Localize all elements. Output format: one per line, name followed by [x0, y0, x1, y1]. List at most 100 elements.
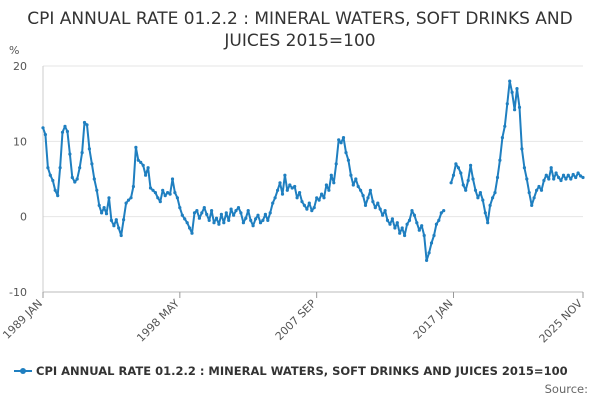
data-point[interactable] [554, 171, 558, 175]
data-point[interactable] [312, 206, 316, 210]
data-point[interactable] [522, 166, 527, 170]
data-point[interactable] [205, 212, 209, 216]
data-point[interactable] [268, 211, 272, 215]
data-point[interactable] [58, 166, 62, 170]
data-point[interactable] [351, 183, 355, 187]
data-point[interactable] [520, 147, 524, 151]
data-point[interactable] [549, 166, 553, 170]
data-point[interactable] [271, 201, 275, 205]
data-point[interactable] [56, 194, 60, 198]
data-point[interactable] [327, 188, 331, 192]
data-point[interactable] [564, 177, 568, 181]
data-point[interactable] [65, 129, 69, 134]
data-point[interactable] [87, 147, 91, 151]
data-point[interactable] [310, 209, 314, 213]
data-point[interactable] [434, 222, 438, 226]
data-point[interactable] [412, 213, 416, 217]
data-point[interactable] [542, 178, 546, 183]
data-point[interactable] [102, 206, 106, 210]
data-point[interactable] [393, 226, 397, 230]
data-point[interactable] [200, 211, 204, 215]
data-point[interactable] [439, 211, 443, 215]
data-point[interactable] [234, 209, 238, 213]
data-point[interactable] [163, 194, 167, 198]
data-point[interactable] [141, 163, 145, 167]
data-point[interactable] [532, 196, 536, 200]
data-point[interactable] [139, 160, 143, 164]
data-point[interactable] [324, 183, 328, 187]
data-point[interactable] [581, 175, 585, 180]
data-point[interactable] [295, 196, 299, 200]
data-point[interactable] [90, 162, 94, 166]
data-point[interactable] [417, 228, 421, 232]
data-point[interactable] [539, 188, 544, 192]
data-point[interactable] [505, 102, 509, 106]
data-point[interactable] [302, 203, 306, 207]
data-point[interactable] [527, 191, 531, 195]
data-point[interactable] [432, 233, 436, 238]
data-point[interactable] [461, 183, 465, 187]
data-point[interactable] [476, 196, 480, 200]
data-point[interactable] [422, 233, 426, 238]
data-point[interactable] [95, 188, 99, 192]
data-point[interactable] [168, 192, 172, 196]
data-point[interactable] [97, 203, 101, 207]
data-point[interactable] [454, 162, 458, 166]
data-point[interactable] [471, 177, 475, 181]
data-point[interactable] [197, 216, 201, 220]
data-point[interactable] [515, 87, 519, 91]
data-point[interactable] [41, 126, 45, 130]
data-point[interactable] [46, 166, 50, 170]
data-point[interactable] [188, 226, 192, 230]
data-point[interactable] [73, 180, 77, 184]
data-point[interactable] [456, 166, 460, 170]
data-point[interactable] [437, 218, 441, 222]
data-point[interactable] [266, 218, 270, 222]
data-point[interactable] [283, 173, 287, 177]
data-point[interactable] [53, 188, 57, 192]
data-point[interactable] [561, 173, 566, 177]
data-point[interactable] [68, 152, 72, 156]
data-point[interactable] [241, 221, 245, 225]
data-point[interactable] [574, 175, 578, 180]
data-point[interactable] [134, 145, 138, 149]
data-point[interactable] [183, 217, 187, 221]
data-point[interactable] [513, 108, 517, 112]
data-point[interactable] [192, 211, 197, 215]
data-point[interactable] [415, 221, 419, 225]
data-point[interactable] [473, 188, 478, 192]
data-point[interactable] [356, 184, 360, 189]
data-point[interactable] [464, 188, 468, 192]
data-point[interactable] [503, 124, 507, 128]
data-point[interactable] [398, 231, 402, 235]
data-point[interactable] [544, 173, 548, 177]
data-point[interactable] [376, 201, 380, 205]
data-point[interactable] [349, 173, 353, 177]
data-point[interactable] [185, 221, 189, 225]
data-point[interactable] [60, 130, 65, 134]
data-point[interactable] [43, 133, 48, 137]
data-point[interactable] [517, 105, 522, 109]
data-point[interactable] [124, 201, 128, 205]
data-point[interactable] [261, 218, 265, 222]
data-point[interactable] [107, 196, 111, 200]
data-point[interactable] [410, 209, 414, 213]
data-point[interactable] [244, 216, 248, 220]
data-point[interactable] [407, 218, 412, 222]
data-point[interactable] [425, 258, 429, 262]
data-point[interactable] [85, 123, 89, 127]
data-point[interactable] [388, 222, 392, 226]
data-point[interactable] [569, 177, 573, 181]
data-point[interactable] [510, 90, 514, 94]
data-point[interactable] [148, 186, 153, 190]
data-point[interactable] [571, 172, 575, 177]
data-point[interactable] [276, 188, 280, 192]
data-point[interactable] [104, 212, 109, 216]
data-point[interactable] [368, 188, 372, 192]
data-point[interactable] [385, 218, 390, 222]
data-point[interactable] [451, 173, 456, 177]
data-point[interactable] [217, 222, 221, 226]
data-point[interactable] [92, 177, 96, 181]
data-point[interactable] [371, 200, 375, 204]
data-point[interactable] [363, 203, 368, 207]
